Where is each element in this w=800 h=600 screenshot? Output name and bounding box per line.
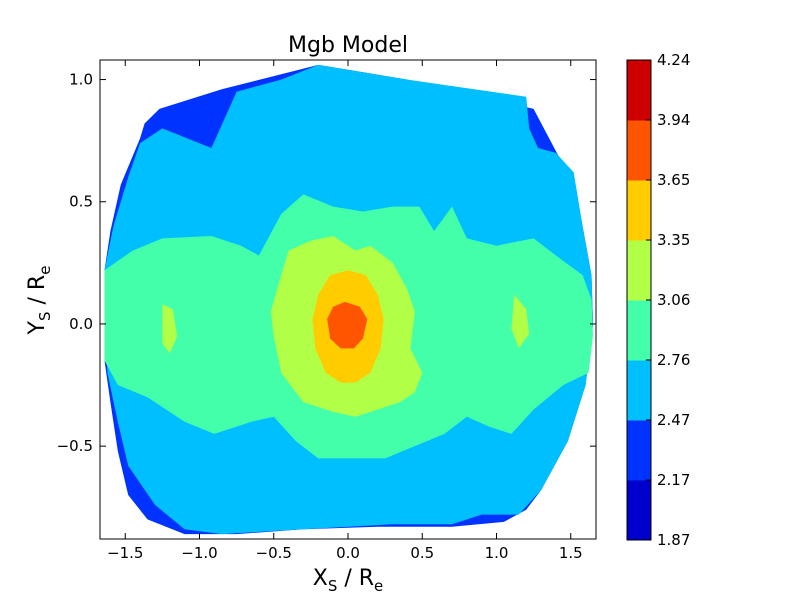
- x-tick-label: −0.5: [256, 544, 292, 562]
- colorbar-label: 3.94: [657, 111, 690, 129]
- x-tick-label: 1.5: [559, 544, 583, 562]
- x-tick-label: −1.0: [181, 544, 217, 562]
- y-tick-label: 1.0: [69, 71, 93, 89]
- colorbar-segment: [627, 480, 651, 541]
- x-tick-label: −1.5: [107, 544, 143, 562]
- y-axis-label-sub1: S: [36, 311, 54, 321]
- y-tick-label: 0.5: [69, 193, 93, 211]
- colorbar-label: 2.47: [657, 411, 690, 429]
- colorbar-label: 3.35: [657, 231, 690, 249]
- contour-region-patch-left-3.06: [162, 304, 178, 354]
- y-tick-label: −0.5: [57, 437, 93, 455]
- contour-regions: [104, 64, 593, 535]
- contour-region-patch-right-3.06: [511, 294, 530, 349]
- x-axis-ticks: −1.5 −1.0 −0.5 0.0 0.5 1.0 1.5: [107, 60, 583, 562]
- colorbar-label: 3.06: [657, 291, 690, 309]
- colorbar: 1.87 2.17 2.47 2.76 3.06 3.35 3.65 3.94 4.24: [626, 51, 690, 549]
- colorbar-segment: [627, 420, 651, 481]
- x-axis-label-mid: / R: [337, 566, 374, 591]
- y-axis-label-main: Y: [25, 320, 50, 335]
- y-tick-label: 0.0: [69, 315, 93, 333]
- contour-region-peak-3.65-3.94: [327, 301, 368, 349]
- colorbar-segment: [627, 360, 651, 421]
- chart-title: Mgb Model: [288, 33, 408, 58]
- x-axis-label-sub1: S: [328, 577, 338, 595]
- colorbar-segment: [627, 60, 651, 121]
- colorbar-label: 3.65: [657, 171, 690, 189]
- x-tick-label: 0.0: [336, 544, 360, 562]
- colorbar-label: 2.17: [657, 471, 690, 489]
- colorbar-label: 4.24: [657, 51, 690, 69]
- colorbar-label: 1.87: [657, 531, 690, 549]
- y-axis-label-mid: / R: [25, 275, 50, 312]
- y-axis-label-sub2: e: [36, 266, 54, 275]
- colorbar-segment: [627, 120, 651, 181]
- x-tick-label: 0.5: [410, 544, 434, 562]
- colorbar-segment: [627, 240, 651, 301]
- colorbar-segment: [627, 180, 651, 241]
- colorbar-label: 2.76: [657, 351, 690, 369]
- x-axis-label-main: X: [313, 566, 328, 591]
- y-axis-ticks: −0.5 0.0 0.5 1.0: [57, 71, 596, 455]
- x-axis-label: XS / Re: [313, 566, 384, 595]
- x-tick-label: 1.0: [485, 544, 509, 562]
- x-axis-label-sub2: e: [374, 577, 383, 595]
- colorbar-segment: [627, 300, 651, 361]
- y-axis-label: YS / Re: [25, 266, 54, 336]
